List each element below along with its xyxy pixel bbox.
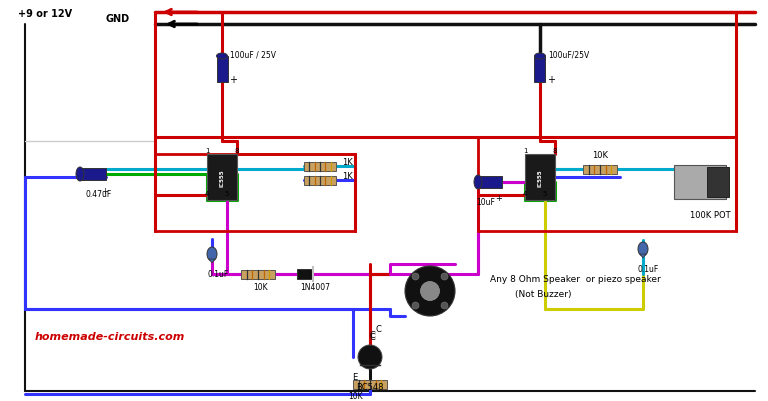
Text: 100K POT: 100K POT — [690, 211, 730, 219]
Text: 4: 4 — [205, 190, 209, 196]
Text: +: + — [229, 75, 237, 85]
Text: 0.1uF: 0.1uF — [638, 264, 659, 273]
Text: 5: 5 — [225, 190, 229, 196]
Text: 10K: 10K — [348, 391, 362, 400]
Circle shape — [412, 302, 419, 309]
Circle shape — [405, 266, 455, 316]
Bar — [241, 270, 275, 279]
Text: (Not Buzzer): (Not Buzzer) — [515, 289, 571, 298]
Ellipse shape — [638, 242, 648, 256]
Text: 1: 1 — [205, 148, 209, 154]
Text: C: C — [375, 324, 381, 333]
Bar — [478, 138, 736, 231]
Text: IC555: IC555 — [538, 169, 542, 186]
Text: 100uF/25V: 100uF/25V — [548, 51, 589, 60]
Bar — [80, 168, 106, 180]
Bar — [478, 176, 502, 188]
Text: E: E — [352, 372, 357, 381]
Text: 8: 8 — [553, 148, 558, 154]
Ellipse shape — [474, 176, 482, 190]
Bar — [304, 176, 336, 185]
Text: 0.1uF: 0.1uF — [207, 269, 228, 278]
Text: +: + — [101, 186, 108, 196]
Ellipse shape — [217, 54, 227, 60]
Text: 100uF / 25V: 100uF / 25V — [230, 51, 276, 60]
Text: 10K: 10K — [592, 151, 608, 160]
Ellipse shape — [535, 54, 545, 60]
Text: 10K: 10K — [253, 282, 267, 291]
Polygon shape — [640, 254, 646, 258]
Text: 1: 1 — [523, 148, 528, 154]
Text: GND: GND — [105, 14, 129, 24]
Ellipse shape — [207, 247, 217, 261]
Circle shape — [441, 302, 448, 309]
Bar — [155, 155, 355, 231]
Text: 1N4007: 1N4007 — [300, 282, 330, 291]
Text: +9 or 12V: +9 or 12V — [18, 9, 72, 19]
Text: homemade-circuits.com: homemade-circuits.com — [35, 331, 185, 341]
Ellipse shape — [76, 168, 84, 182]
Text: IC555: IC555 — [220, 169, 224, 186]
Bar — [535, 57, 545, 83]
Circle shape — [421, 282, 439, 301]
Text: 10uF: 10uF — [476, 198, 495, 207]
Bar — [353, 380, 387, 389]
Circle shape — [358, 345, 382, 369]
Text: 1K: 1K — [342, 172, 353, 180]
Circle shape — [441, 273, 448, 280]
Text: C: C — [369, 332, 375, 341]
Polygon shape — [209, 259, 215, 263]
Bar — [674, 166, 726, 200]
Bar — [217, 57, 227, 83]
Bar — [525, 155, 555, 200]
Circle shape — [412, 273, 419, 280]
Text: +: + — [495, 194, 502, 203]
Bar — [207, 155, 237, 200]
Text: 4: 4 — [523, 190, 527, 196]
Text: 8: 8 — [235, 148, 240, 154]
Text: 5: 5 — [543, 190, 547, 196]
Bar — [297, 269, 313, 279]
Text: C: C — [369, 330, 375, 339]
Text: Any 8 Ohm Speaker  or piezo speaker: Any 8 Ohm Speaker or piezo speaker — [490, 274, 660, 283]
Bar — [304, 162, 336, 171]
Text: BC548: BC548 — [356, 382, 384, 391]
Text: 0.47uF: 0.47uF — [85, 190, 111, 198]
Text: +: + — [547, 75, 555, 85]
Text: 1K: 1K — [342, 158, 353, 166]
Bar — [583, 165, 617, 174]
Bar — [707, 167, 729, 198]
